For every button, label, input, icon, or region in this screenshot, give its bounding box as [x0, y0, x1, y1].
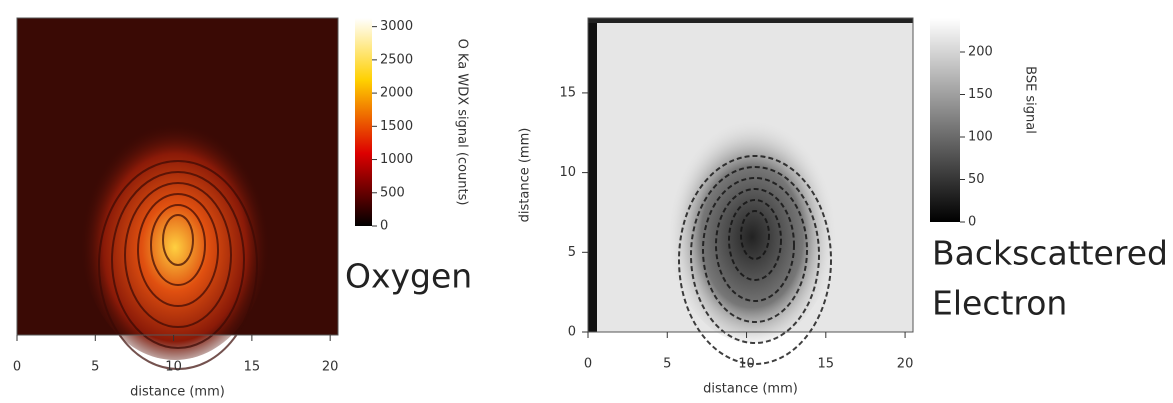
x-axis-label: distance (mm) — [703, 382, 798, 397]
plot-frame — [16, 17, 339, 336]
colorbar-tick-label: 0 — [968, 215, 976, 230]
oxygen-map — [17, 18, 338, 370]
x-tick-label: 0 — [13, 360, 21, 375]
colorbar-label: O Ka WDX signal (counts) — [455, 39, 470, 206]
colorbar-tick-label: 1500 — [380, 119, 413, 134]
annotation: Oxygen — [345, 257, 472, 296]
x-tick-label: 15 — [244, 360, 261, 375]
x-tick-label: 20 — [322, 360, 339, 375]
colorbar-tick-label: 150 — [968, 87, 993, 102]
plot-frame — [587, 17, 914, 333]
colorbar-tick-label: 1000 — [380, 152, 413, 167]
colorbar-tick-label: 500 — [380, 185, 405, 200]
colorbar-tick-label: 2500 — [380, 52, 413, 67]
x-tick-label: 5 — [91, 360, 99, 375]
colorbar-label: BSE signal — [1023, 66, 1038, 134]
colorbar-tick-label: 0 — [380, 219, 388, 234]
x-tick-label: 20 — [897, 357, 914, 372]
x-axis-label: distance (mm) — [130, 385, 225, 400]
x-tick-label: 0 — [584, 357, 592, 372]
x-tick-label: 15 — [818, 357, 835, 372]
y-tick-label: 15 — [559, 85, 576, 100]
y-tick-label: 10 — [559, 165, 576, 180]
colorbar-tick-label: 2000 — [380, 86, 413, 101]
annotation: Backscattered — [932, 234, 1168, 273]
colorbar — [930, 18, 960, 222]
y-axis-label: distance (mm) — [518, 128, 533, 223]
colorbar-tick-label: 50 — [968, 172, 985, 187]
x-tick-label: 10 — [738, 357, 755, 372]
x-tick-label: 10 — [165, 360, 182, 375]
colorbar — [355, 18, 372, 226]
y-tick-label: 0 — [568, 325, 576, 340]
colorbar-tick-label: 100 — [968, 130, 993, 145]
x-tick-label: 5 — [663, 357, 671, 372]
annotation: Electron — [932, 284, 1067, 323]
colorbar-tick-label: 3000 — [380, 19, 413, 34]
colorbar-tick-label: 200 — [968, 45, 993, 60]
bse-map — [588, 18, 913, 365]
y-tick-label: 5 — [568, 245, 576, 260]
